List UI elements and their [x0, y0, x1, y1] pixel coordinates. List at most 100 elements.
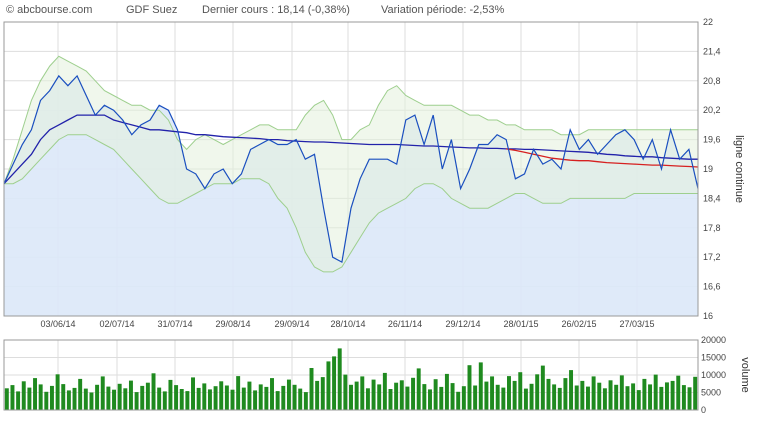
volume-bar: [253, 390, 258, 410]
moving-average-short-line: [506, 148, 699, 168]
volume-bar: [89, 392, 94, 410]
volume-bar: [490, 376, 495, 410]
volume-bar: [78, 378, 83, 410]
volume-bar: [625, 386, 630, 410]
price-frame: [3, 21, 699, 317]
volume-bar: [450, 383, 455, 410]
volume-bar: [461, 386, 466, 410]
volume-bar: [529, 383, 534, 411]
volume-bar: [66, 390, 71, 410]
volume-bar: [21, 381, 26, 410]
volume-bar: [602, 388, 607, 410]
price-tick-label: 21,4: [703, 46, 721, 56]
volume-bar: [659, 386, 664, 410]
volume-bar: [123, 388, 128, 410]
volume-bar: [586, 386, 590, 410]
volume-bar: [174, 385, 179, 410]
volume-bar: [546, 378, 551, 410]
price-tick-label: 22: [703, 17, 713, 27]
site-copyright[interactable]: © abcbourse.com: [6, 4, 93, 16]
volume-bar: [597, 382, 602, 410]
price-line: [3, 74, 699, 264]
volume-bar: [219, 381, 224, 410]
volume-bar: [371, 379, 376, 410]
volume-bar: [501, 387, 506, 410]
stock-name: GDF Suez: [126, 4, 178, 16]
volume-bar: [151, 373, 156, 411]
volume-bar: [179, 389, 184, 410]
volume-bar: [320, 377, 325, 410]
volume-bar: [439, 386, 444, 410]
volume-bar: [664, 382, 669, 410]
volume-bar: [309, 368, 314, 410]
volume-bar: [106, 386, 111, 410]
volume-bar: [433, 379, 438, 410]
volume-bar: [495, 384, 500, 410]
volume-bar: [354, 381, 359, 410]
volume-bar: [33, 378, 38, 410]
volume-bar: [444, 373, 449, 410]
period-variation: Variation période: -2,53%: [381, 4, 505, 16]
volume-bar: [681, 385, 686, 410]
price-tick-label: 18,4: [703, 193, 721, 203]
volume-bar: [128, 380, 133, 410]
volume-bar: [286, 379, 291, 410]
date-tick-label: 28/01/15: [503, 319, 538, 329]
volume-bar: [365, 388, 370, 410]
volume-bar: [168, 379, 173, 410]
volume-bar: [428, 389, 432, 410]
volume-bar: [535, 374, 540, 410]
volume-bar: [224, 385, 229, 410]
volume-bar: [140, 385, 145, 410]
volume-bar: [281, 385, 286, 410]
volume-bar: [473, 385, 478, 410]
volume-bar: [523, 388, 528, 410]
volume-bar: [591, 376, 596, 410]
volume-bar: [303, 392, 308, 410]
volume-frame: [3, 339, 699, 411]
volume-panel-frame: [3, 339, 699, 411]
volume-bar: [112, 389, 116, 410]
price-y-axis: 22 21,4 20,8 20,2 19,6 19 18,4 17,8 17,2 16,6 16: [703, 17, 721, 321]
volume-bar: [563, 378, 568, 410]
volume-bar: [507, 376, 511, 410]
date-tick-label: 27/03/15: [619, 319, 654, 329]
volume-bar: [247, 381, 252, 410]
date-tick-label: 03/06/14: [40, 319, 75, 329]
volume-bar: [191, 377, 195, 410]
price-tick-label: 17,8: [703, 223, 721, 233]
volume-bar: [411, 377, 416, 410]
volume-bar: [416, 368, 421, 410]
price-axis-title: ligne continue: [733, 135, 745, 203]
volume-bar: [467, 365, 472, 410]
volume-tick-label: 5000: [701, 388, 721, 398]
volume-bar: [145, 382, 150, 410]
moving-average-long-line: [3, 114, 698, 185]
volume-bar: [636, 390, 641, 410]
volume-bar: [292, 384, 297, 410]
volume-bar: [676, 375, 681, 410]
volume-bar: [134, 392, 139, 410]
volume-bar: [61, 384, 66, 410]
volume-bar: [399, 380, 404, 411]
volume-bar: [332, 356, 337, 410]
volume-bar: [315, 380, 320, 410]
volume-bar: [38, 384, 43, 410]
volume-bar: [275, 391, 280, 410]
volume-bar: [236, 376, 241, 410]
date-tick-label: 28/10/14: [330, 319, 365, 329]
volume-bar: [394, 382, 399, 410]
volume-bar: [326, 361, 331, 410]
volume-bar: [264, 386, 269, 410]
volume-bar: [478, 362, 483, 410]
bollinger-upper-line: [3, 55, 698, 184]
date-tick-label: 31/07/14: [157, 319, 192, 329]
volume-bar: [422, 384, 427, 410]
volume-bar: [95, 384, 100, 410]
date-x-axis: 03/06/14 02/07/14 31/07/14 29/08/14 29/09/14…: [40, 319, 654, 329]
price-series: [3, 74, 699, 264]
volume-bar: [213, 386, 218, 410]
price-panel-frame: [3, 21, 699, 317]
bollinger-band-fill: [4, 56, 698, 272]
